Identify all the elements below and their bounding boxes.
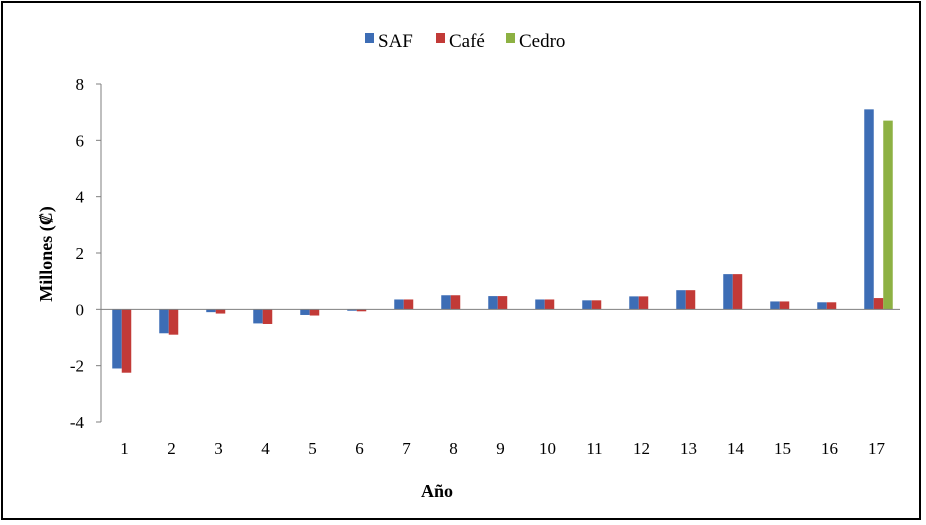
y-tick-label: -2 xyxy=(70,357,84,376)
x-tick-label: 3 xyxy=(214,439,223,458)
bar-caf-16 xyxy=(826,302,837,310)
bar-saf-15 xyxy=(770,301,780,310)
bar-saf-3 xyxy=(206,309,216,313)
bar-saf-10 xyxy=(535,299,545,310)
y-tick-label: 0 xyxy=(76,300,85,319)
bar-saf-7 xyxy=(394,299,404,310)
x-tick-label: 17 xyxy=(868,439,886,458)
bar-caf-14 xyxy=(732,274,743,310)
bar-caf-2 xyxy=(168,309,179,335)
x-tick-label: 16 xyxy=(821,439,838,458)
x-tick-label: 8 xyxy=(449,439,458,458)
legend-swatch-1 xyxy=(436,33,445,43)
x-tick-label: 1 xyxy=(120,439,129,458)
legend-label-2: Cedro xyxy=(519,31,565,52)
bar-saf-1 xyxy=(112,309,122,369)
bar-saf-17 xyxy=(864,109,874,310)
bar-saf-13 xyxy=(676,290,686,310)
y-axis-title: Millones (₡) xyxy=(36,206,57,301)
bar-caf-5 xyxy=(309,309,320,316)
legend-swatch-0 xyxy=(365,33,374,43)
y-tick-label: 4 xyxy=(76,188,85,207)
legend-label-0: SAF xyxy=(378,31,413,52)
x-tick-label: 2 xyxy=(167,439,176,458)
bar-caf-4 xyxy=(262,309,273,324)
bar-saf-8 xyxy=(441,295,451,310)
x-tick-label: 6 xyxy=(355,439,364,458)
bar-saf-6 xyxy=(347,309,357,311)
bar-caf-9 xyxy=(497,296,508,310)
bar-saf-4 xyxy=(253,309,263,324)
bar-caf-15 xyxy=(779,301,790,310)
bar-caf-6 xyxy=(356,309,367,312)
legend-swatch-2 xyxy=(506,33,515,43)
x-tick-label: 13 xyxy=(680,439,697,458)
x-tick-label: 15 xyxy=(774,439,791,458)
bar-caf-1 xyxy=(121,309,132,373)
bar-saf-11 xyxy=(582,300,592,310)
bar-saf-2 xyxy=(159,309,169,334)
bars xyxy=(112,109,893,373)
legend: SAF Café Cedro xyxy=(365,31,565,52)
bar-saf-16 xyxy=(817,302,827,310)
y-tick-label: -4 xyxy=(70,413,85,432)
bar-caf-3 xyxy=(215,309,226,314)
y-tick-label: 6 xyxy=(76,131,85,150)
bar-caf-10 xyxy=(544,299,555,310)
x-tick-label: 9 xyxy=(496,439,505,458)
bar-saf-9 xyxy=(488,296,498,310)
bar-saf-12 xyxy=(629,296,639,310)
bar-caf-12 xyxy=(638,296,649,310)
y-axis-ticks: -4 -2 0 2 4 6 8 xyxy=(70,75,101,432)
bar-saf-5 xyxy=(300,309,310,315)
x-tick-label: 4 xyxy=(261,439,270,458)
x-axis-ticks: 1 2 3 4 5 6 7 8 9 10 11 12 13 14 15 16 17 xyxy=(120,439,885,458)
x-axis-title: Año xyxy=(421,481,453,501)
x-tick-label: 14 xyxy=(727,439,745,458)
bar-caf-11 xyxy=(591,300,602,310)
x-tick-label: 10 xyxy=(539,439,556,458)
x-tick-label: 7 xyxy=(402,439,411,458)
legend-label-1: Café xyxy=(449,31,485,52)
bar-caf-17 xyxy=(873,298,884,310)
bar-caf-7 xyxy=(403,299,414,310)
x-tick-label: 5 xyxy=(308,439,317,458)
x-tick-label: 11 xyxy=(586,439,602,458)
bar-cedro-17 xyxy=(883,120,893,310)
y-tick-label: 2 xyxy=(76,244,85,263)
bar-caf-13 xyxy=(685,290,696,310)
bar-caf-8 xyxy=(450,295,461,310)
y-tick-label: 8 xyxy=(76,75,85,94)
bar-saf-14 xyxy=(723,274,733,310)
x-tick-label: 12 xyxy=(633,439,650,458)
